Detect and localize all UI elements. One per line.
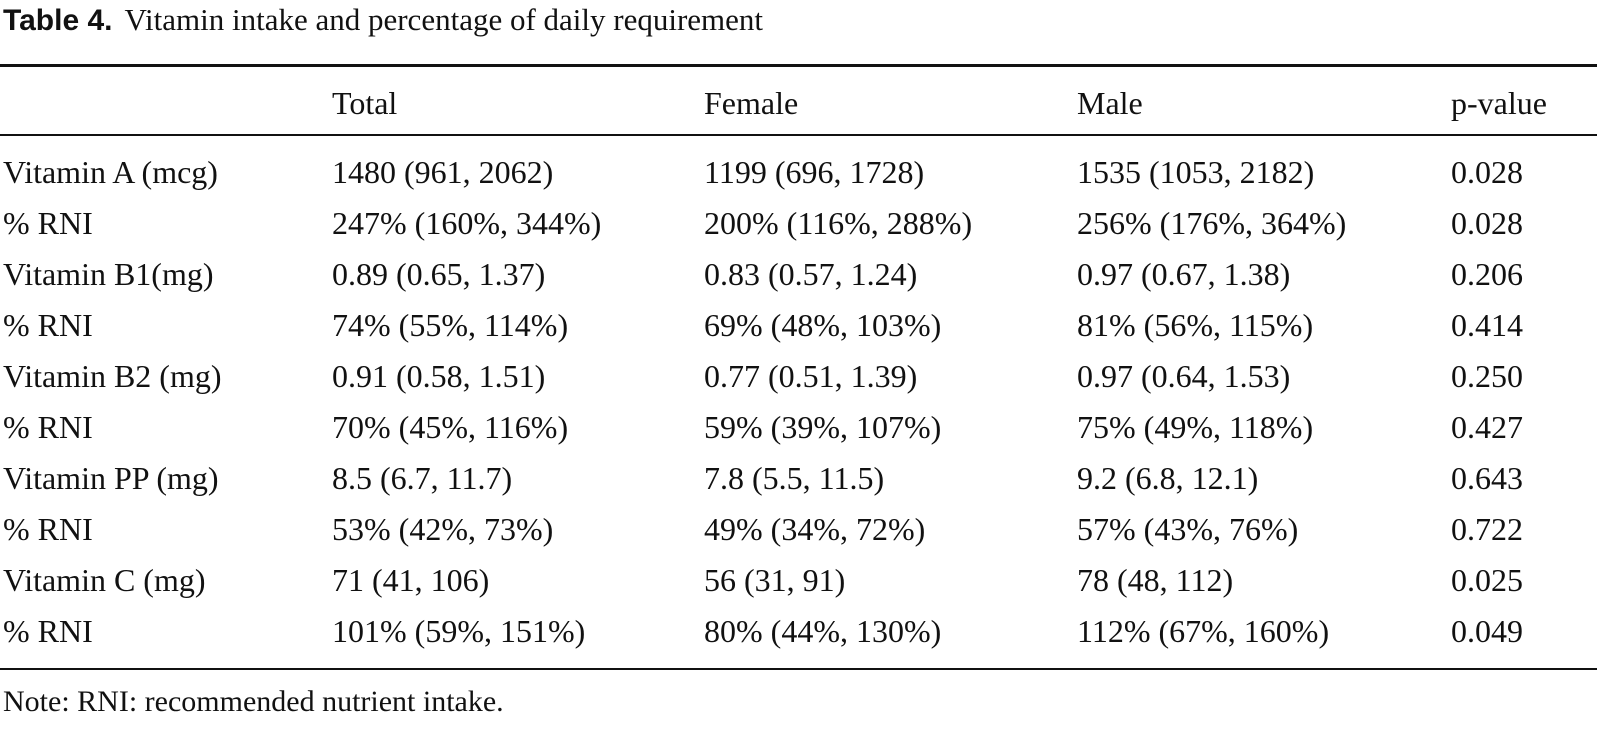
- male-value: 112% (67%, 160%): [1077, 613, 1330, 649]
- row-label: % RNI: [3, 409, 93, 445]
- p-value: 0.643: [1451, 460, 1523, 496]
- female-value: 0.83 (0.57, 1.24): [704, 256, 918, 292]
- male-value: 75% (49%, 118%): [1077, 409, 1314, 445]
- female-value: 7.8 (5.5, 11.5): [704, 460, 885, 496]
- male-value: 57% (43%, 76%): [1077, 511, 1299, 547]
- table-row: % RNI 101% (59%, 151%) 80% (44%, 130%) 112%…: [0, 606, 1600, 657]
- total-value: 53% (42%, 73%): [332, 511, 554, 547]
- female-value: 200% (116%, 288%): [704, 205, 973, 241]
- header-cell-total: Total: [332, 85, 398, 121]
- row-label: Vitamin C (mg): [3, 562, 206, 598]
- p-value: 0.722: [1451, 511, 1523, 547]
- row-label: % RNI: [3, 307, 93, 343]
- p-value: 0.250: [1451, 358, 1523, 394]
- female-value: 1199 (696, 1728): [704, 154, 925, 190]
- p-value: 0.206: [1451, 256, 1523, 292]
- table-row: Vitamin A (mcg) 1480 (961, 2062) 1199 (696…: [0, 147, 1600, 198]
- male-value: 256% (176%, 364%): [1077, 205, 1347, 241]
- row-label: % RNI: [3, 205, 93, 241]
- bottom-rule: [0, 668, 1597, 670]
- total-value: 1480 (961, 2062): [332, 154, 554, 190]
- female-value: 80% (44%, 130%): [704, 613, 942, 649]
- table-note: Note: RNI: recommended nutrient intake.: [3, 685, 504, 718]
- total-value: 0.89 (0.65, 1.37): [332, 256, 546, 292]
- female-value: 69% (48%, 103%): [704, 307, 942, 343]
- table-row: Vitamin B2 (mg) 0.91 (0.58, 1.51) 0.77 (0.…: [0, 351, 1600, 402]
- table-header-row: Total Female Male p-value: [0, 78, 1600, 129]
- p-value: 0.049: [1451, 613, 1523, 649]
- total-value: 8.5 (6.7, 11.7): [332, 460, 513, 496]
- male-value: 9.2 (6.8, 12.1): [1077, 460, 1259, 496]
- total-value: 0.91 (0.58, 1.51): [332, 358, 546, 394]
- table-row: Vitamin C (mg) 71 (41, 106) 56 (31, 91) 78 …: [0, 555, 1600, 606]
- total-value: 74% (55%, 114%): [332, 307, 569, 343]
- female-value: 59% (39%, 107%): [704, 409, 942, 445]
- row-label: Vitamin PP (mg): [3, 460, 219, 496]
- female-value: 0.77 (0.51, 1.39): [704, 358, 918, 394]
- p-value: 0.028: [1451, 205, 1523, 241]
- top-rule: [0, 64, 1597, 67]
- female-value: 56 (31, 91): [704, 562, 846, 598]
- table-number: Table 4.: [3, 4, 113, 37]
- p-value: 0.025: [1451, 562, 1523, 598]
- header-cell-male: Male: [1077, 85, 1143, 121]
- header-rule: [0, 134, 1597, 136]
- table-row: % RNI 74% (55%, 114%) 69% (48%, 103%) 81% (…: [0, 300, 1600, 351]
- total-value: 247% (160%, 344%): [332, 205, 602, 241]
- p-value: 0.414: [1451, 307, 1523, 343]
- total-value: 70% (45%, 116%): [332, 409, 569, 445]
- table-row: Vitamin B1(mg) 0.89 (0.65, 1.37) 0.83 (0.5…: [0, 249, 1600, 300]
- table-row: % RNI 70% (45%, 116%) 59% (39%, 107%) 75% (…: [0, 402, 1600, 453]
- male-value: 1535 (1053, 2182): [1077, 154, 1315, 190]
- row-label: Vitamin A (mcg): [3, 154, 218, 190]
- p-value: 0.427: [1451, 409, 1523, 445]
- female-value: 49% (34%, 72%): [704, 511, 926, 547]
- row-label: Vitamin B2 (mg): [3, 358, 222, 394]
- row-label: % RNI: [3, 511, 93, 547]
- male-value: 81% (56%, 115%): [1077, 307, 1314, 343]
- total-value: 71 (41, 106): [332, 562, 490, 598]
- male-value: 0.97 (0.67, 1.38): [1077, 256, 1291, 292]
- male-value: 0.97 (0.64, 1.53): [1077, 358, 1291, 394]
- table-title: Vitamin intake and percentage of daily r…: [124, 2, 764, 37]
- p-value: 0.028: [1451, 154, 1523, 190]
- row-label: % RNI: [3, 613, 93, 649]
- header-cell-female: Female: [704, 85, 799, 121]
- table-caption: Table 4. Vitamin intake and percentage of…: [3, 0, 763, 40]
- table-row: % RNI 53% (42%, 73%) 49% (34%, 72%) 57% (43…: [0, 504, 1600, 555]
- table-row: % RNI 247% (160%, 344%) 200% (116%, 288%) 2…: [0, 198, 1600, 249]
- table-row: Vitamin PP (mg) 8.5 (6.7, 11.7) 7.8 (5.5, …: [0, 453, 1600, 504]
- male-value: 78 (48, 112): [1077, 562, 1234, 598]
- row-label: Vitamin B1(mg): [3, 256, 214, 292]
- total-value: 101% (59%, 151%): [332, 613, 586, 649]
- header-cell-p-value: p-value: [1451, 85, 1547, 121]
